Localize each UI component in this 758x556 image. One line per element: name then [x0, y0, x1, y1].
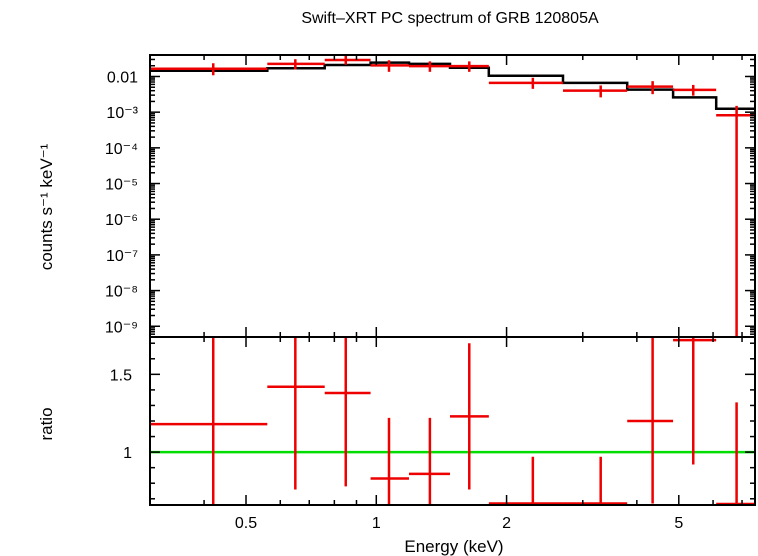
ratio-y-tick-labels: 11.5 — [110, 367, 132, 462]
ratio-data-point — [627, 338, 674, 504]
ratio-data-point — [673, 338, 717, 465]
ratio-plot-frame — [149, 336, 756, 506]
ratio-data-point — [324, 338, 371, 487]
ratio-data-series — [150, 338, 755, 506]
spectrum-data-point — [488, 77, 563, 89]
ratio-data-point — [370, 417, 409, 504]
ratio-data-point — [488, 456, 563, 505]
spectrum-data-point — [408, 61, 450, 72]
spectrum-data-point — [267, 59, 325, 70]
x-tick-label: 1 — [372, 515, 381, 532]
x-tick-label: 5 — [674, 515, 683, 532]
spectrum-data-point — [449, 61, 489, 72]
spectrum-data-series — [150, 56, 755, 337]
spectrum-y-axis-label: counts s⁻¹ keV⁻¹ — [37, 143, 56, 270]
y-tick-label: 10⁻⁴ — [105, 141, 138, 158]
y-tick-label: 10⁻³ — [106, 105, 138, 122]
spectrum-data-point — [562, 85, 628, 98]
spectrum-axis-ticks — [149, 54, 755, 338]
ratio-y-axis-label: ratio — [37, 407, 56, 440]
y-tick-label: 10⁻⁷ — [106, 248, 138, 265]
energy-x-tick-labels: 0.5 1 2 5 — [235, 515, 683, 532]
spectrum-data-point — [370, 60, 409, 72]
ratio-data-point — [562, 456, 628, 505]
spectrum-y-tick-labels: 0.01 10⁻³ 10⁻⁴ 10⁻⁵ 10⁻⁶ 10⁻⁷ 10⁻⁸ 10⁻⁹ — [105, 69, 139, 336]
spectrum-panel: 0.01 10⁻³ 10⁻⁴ 10⁻⁵ 10⁻⁶ 10⁻⁷ 10⁻⁸ 10⁻⁹ — [105, 54, 756, 338]
ratio-panel: 11.5 0.5 1 2 5 — [110, 336, 756, 532]
y-tick-label: 10⁻⁵ — [105, 177, 138, 194]
chart-title: Swift–XRT PC spectrum of GRB 120805A — [301, 10, 599, 27]
ratio-data-point — [150, 338, 268, 504]
energy-x-axis-label: Energy (keV) — [404, 537, 503, 556]
spectrum-data-point — [673, 84, 717, 96]
spectrum-data-point — [716, 105, 755, 337]
y-tick-label: 10⁻⁶ — [105, 212, 138, 229]
x-tick-label: 0.5 — [235, 515, 257, 532]
spectrum-data-point — [324, 56, 371, 65]
y-tick-label: 10⁻⁸ — [105, 284, 138, 301]
ratio-data-point — [449, 343, 489, 490]
y-tick-label: 10⁻⁹ — [105, 319, 138, 336]
spectrum-plot-frame — [149, 54, 756, 338]
ratio-data-point — [267, 338, 325, 490]
x-tick-label: 2 — [502, 515, 511, 532]
y-tick-label: 1 — [123, 445, 132, 462]
y-tick-label: 0.01 — [107, 69, 138, 86]
y-tick-label: 1.5 — [110, 367, 132, 384]
spectrum-data-point — [627, 81, 674, 95]
ratio-data-point — [408, 417, 450, 504]
spectrum-data-point — [150, 63, 268, 76]
